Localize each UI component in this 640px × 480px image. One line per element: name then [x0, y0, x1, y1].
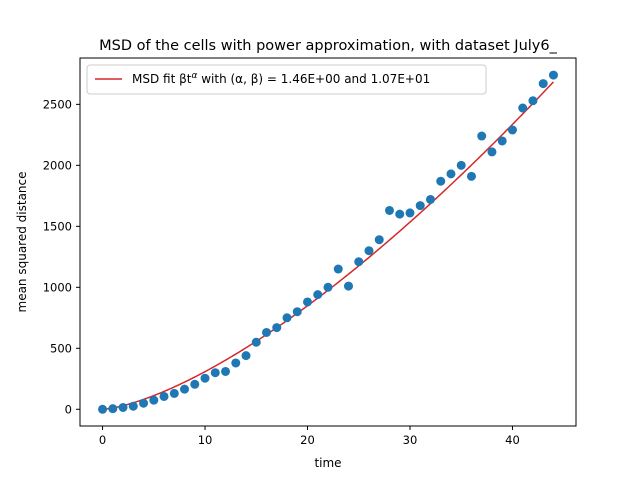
- data-point: [272, 323, 282, 333]
- data-point: [128, 401, 138, 411]
- data-point: [292, 307, 302, 317]
- legend-label-params: with (α, β) =: [197, 72, 280, 86]
- data-point: [159, 391, 169, 401]
- data-point: [477, 131, 487, 141]
- legend-and-text: and: [340, 72, 370, 86]
- data-point: [528, 96, 538, 106]
- data-point: [548, 70, 558, 80]
- data-point: [466, 171, 476, 181]
- y-tick-label: 1000: [43, 280, 72, 294]
- legend-label: MSD fit βtα with (α, β) = 1.46E+00 and 1…: [132, 71, 430, 86]
- legend-label-exponent: α: [191, 71, 197, 81]
- data-point: [364, 246, 374, 256]
- x-tick-label: 10: [198, 433, 213, 447]
- data-point: [497, 136, 507, 146]
- x-tick-label: 20: [300, 433, 315, 447]
- y-tick-label: 2000: [43, 158, 72, 172]
- data-point: [231, 358, 241, 368]
- data-point: [518, 103, 528, 113]
- y-tick-label: 500: [50, 341, 72, 355]
- data-point: [98, 404, 108, 414]
- x-axis-label: time: [314, 456, 341, 470]
- data-point: [108, 404, 118, 414]
- axes-frame: [79, 57, 577, 427]
- points-layer: [98, 70, 558, 414]
- y-axis-ticks: 0 500 1000 1500 2000 2500: [43, 97, 80, 416]
- legend-alpha-value: 1.46E+00: [281, 72, 341, 86]
- data-point: [507, 125, 517, 135]
- legend-box: [86, 64, 487, 95]
- data-point: [425, 194, 435, 204]
- data-point: [333, 264, 343, 274]
- data-point: [282, 313, 292, 323]
- data-point: [303, 297, 312, 307]
- data-point: [210, 368, 220, 378]
- plot-area: [98, 70, 558, 414]
- data-point: [323, 282, 333, 292]
- data-point: [190, 379, 200, 389]
- x-axis-ticks: 0 10 20 30 40: [99, 426, 520, 447]
- data-point: [415, 201, 425, 211]
- data-point: [313, 290, 323, 300]
- data-point: [221, 366, 231, 376]
- legend-beta-value: 1.07E+01: [371, 72, 431, 86]
- y-tick-label: 0: [65, 402, 72, 416]
- data-point: [262, 327, 272, 337]
- data-point: [436, 176, 446, 186]
- legend: MSD fit βtα with (α, β) = 1.46E+00 and 1…: [86, 64, 487, 95]
- legend-label-prefix: MSD fit βt: [132, 72, 192, 86]
- data-point: [538, 79, 548, 89]
- data-point: [139, 398, 149, 408]
- x-tick-label: 30: [403, 433, 418, 447]
- y-tick-label: 1500: [43, 219, 72, 233]
- data-point: [241, 351, 251, 361]
- data-point: [456, 160, 466, 170]
- data-point: [374, 235, 384, 245]
- y-tick-label: 2500: [43, 97, 72, 111]
- data-point: [344, 281, 353, 291]
- data-point: [384, 205, 394, 215]
- data-point: [395, 209, 405, 219]
- data-point: [487, 147, 497, 157]
- data-point: [118, 402, 128, 412]
- x-tick-label: 40: [505, 433, 520, 447]
- data-point: [405, 208, 415, 218]
- data-point: [149, 395, 159, 405]
- data-point: [446, 169, 456, 179]
- data-point: [169, 388, 179, 398]
- data-point: [200, 373, 210, 383]
- data-point: [354, 257, 364, 267]
- data-point: [251, 337, 261, 347]
- y-axis-label: mean squared distance: [15, 171, 29, 312]
- chart-title: MSD of the cells with power approximatio…: [99, 38, 557, 54]
- data-point: [180, 384, 190, 394]
- x-tick-label: 0: [99, 433, 106, 447]
